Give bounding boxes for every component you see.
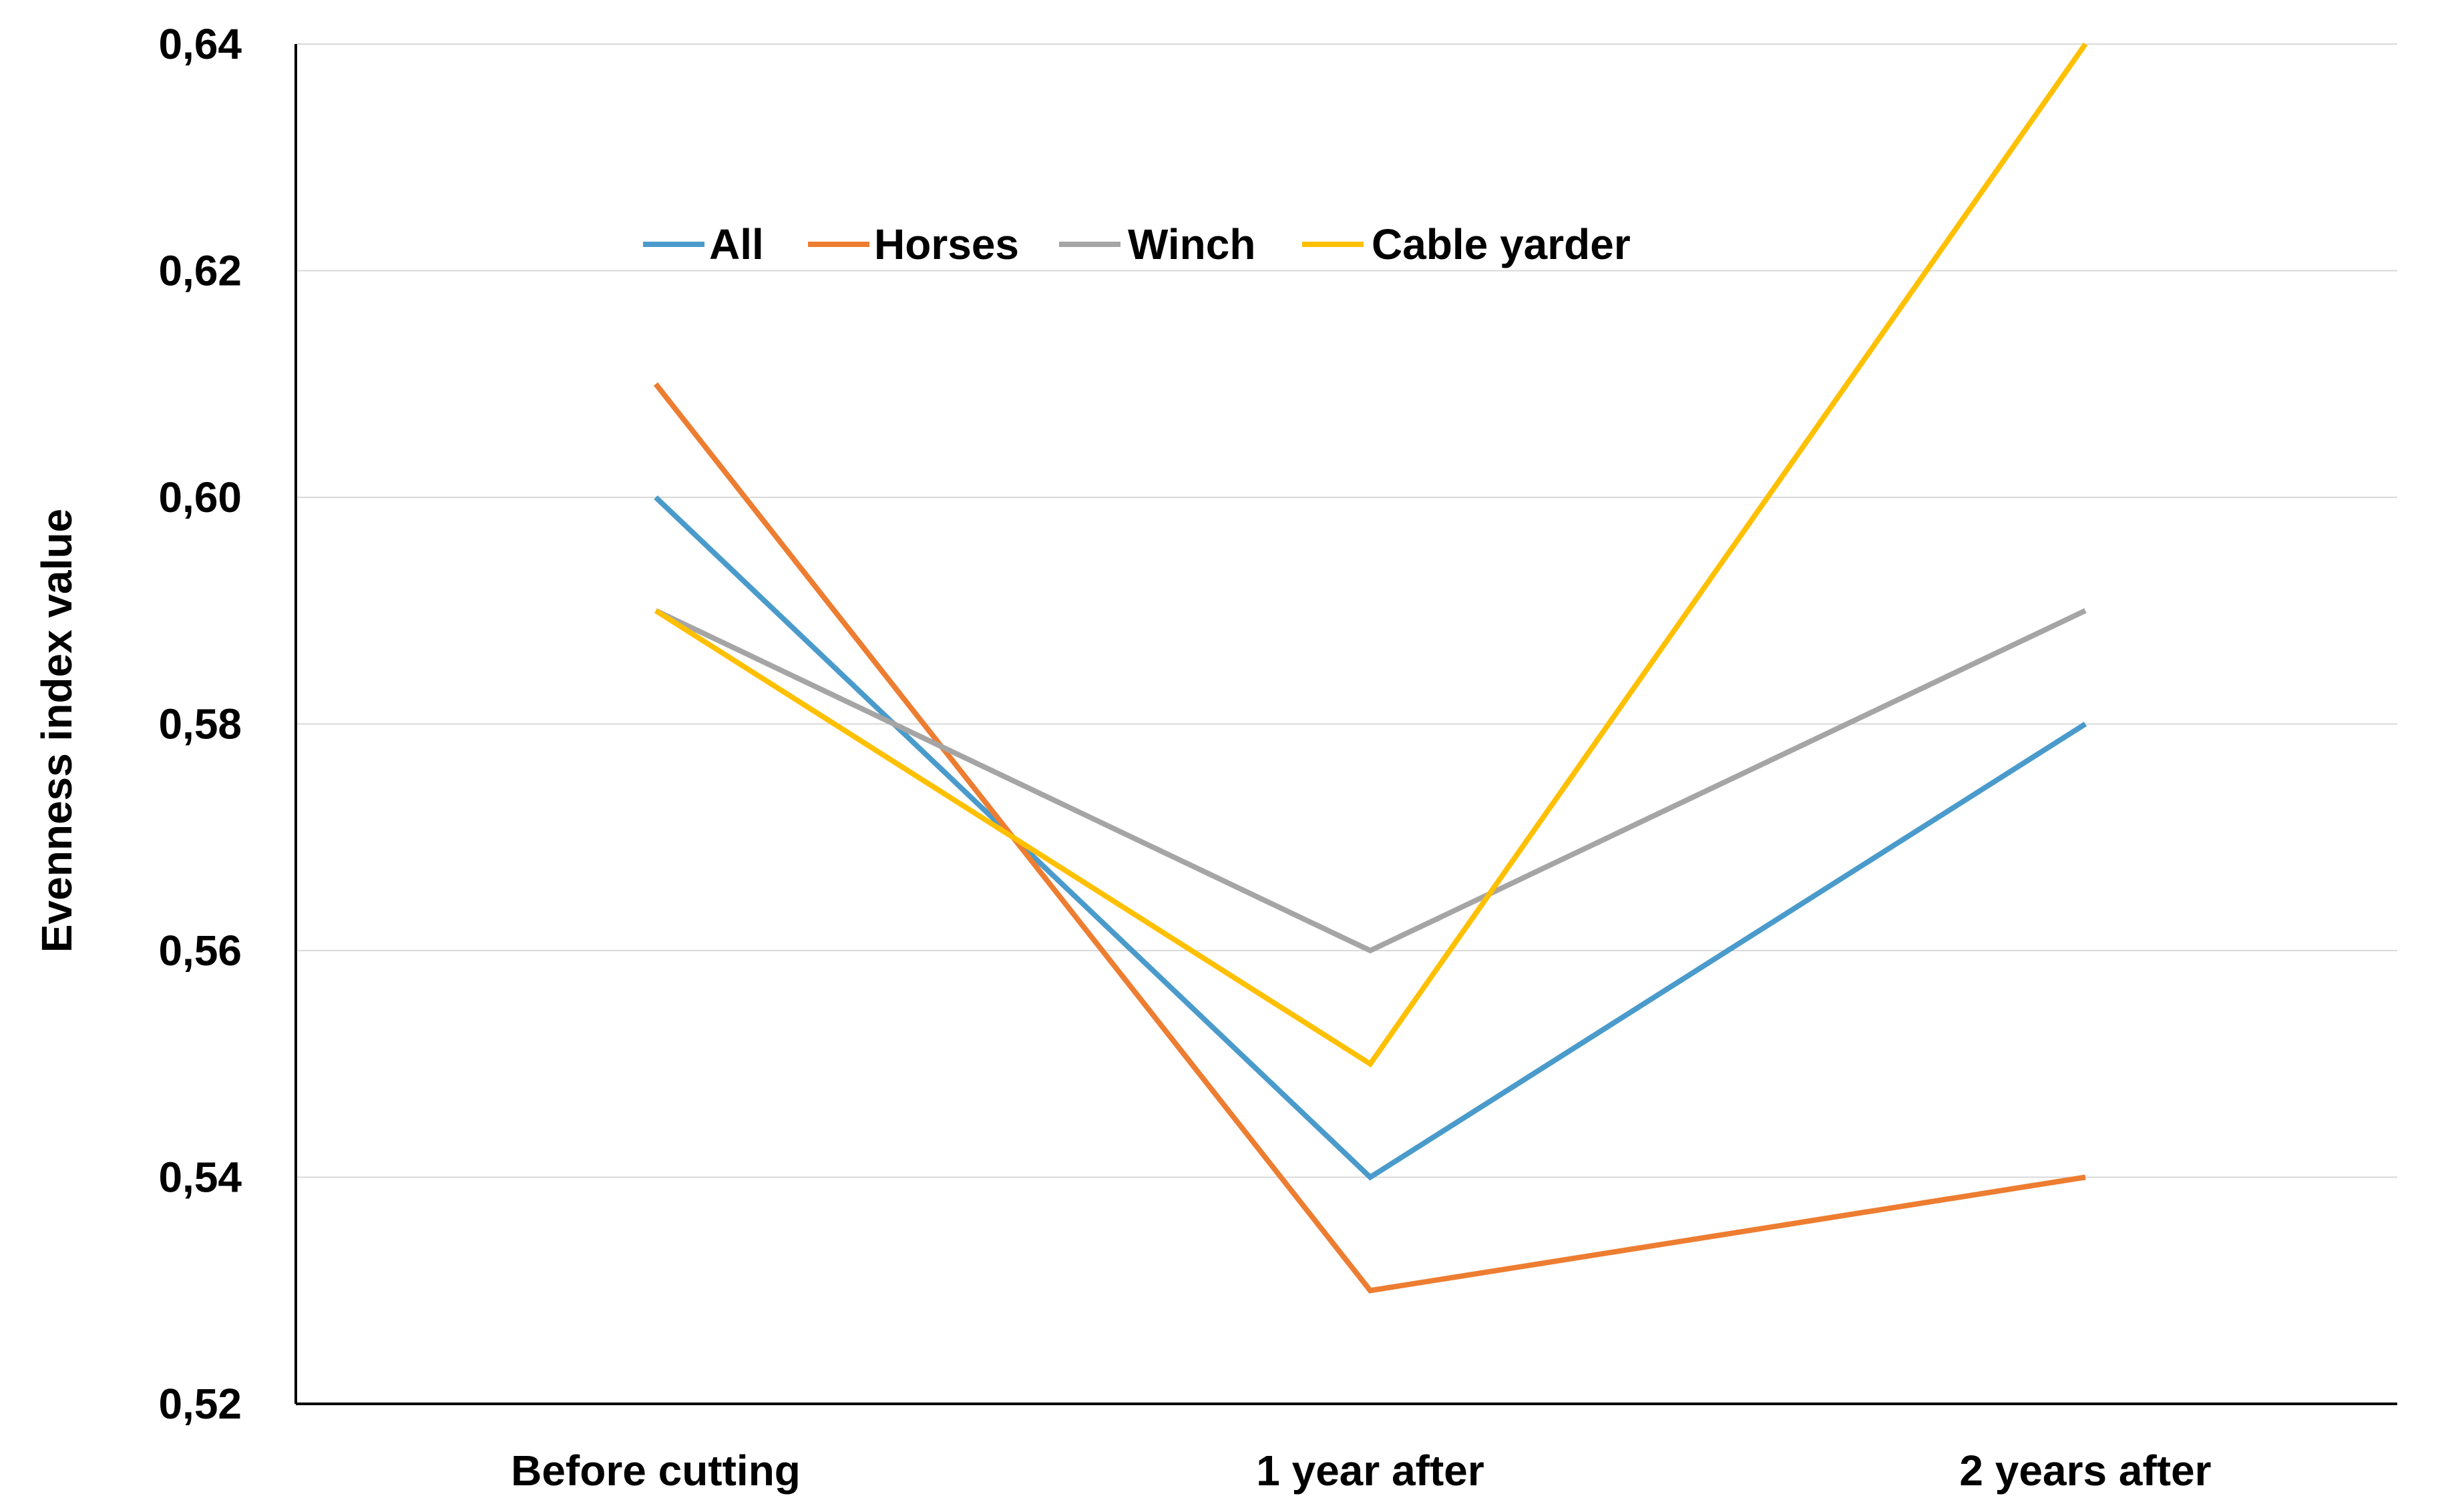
legend-label-horses: Horses xyxy=(874,220,1019,268)
y-tick-label: 0,58 xyxy=(158,700,242,748)
y-tick-labels: 0,52 0,54 0,56 0,58 0,60 0,62 0,64 xyxy=(158,20,242,1428)
y-tick-label: 0,62 xyxy=(158,247,242,295)
legend: All Horses Winch Cable yarder xyxy=(643,220,1631,268)
x-tick-labels: Before cutting 1 year after 2 years after xyxy=(511,1447,2211,1495)
series-line-cable-yarder xyxy=(654,42,2088,1068)
y-axis-title: Evenness index value xyxy=(33,509,81,953)
legend-label-cable-yarder: Cable yarder xyxy=(1372,220,1631,268)
x-tick-label: Before cutting xyxy=(511,1447,801,1495)
axes xyxy=(294,44,2397,1405)
series-lines xyxy=(653,42,2088,1294)
series-line-horses xyxy=(653,382,2086,1294)
legend-label-winch: Winch xyxy=(1128,220,1255,268)
y-tick-label: 0,60 xyxy=(158,473,242,521)
y-tick-label: 0,52 xyxy=(158,1380,242,1428)
y-tick-label: 0,54 xyxy=(158,1154,242,1202)
legend-label-all: All xyxy=(709,220,764,268)
gridlines xyxy=(296,43,2397,1178)
x-tick-label: 1 year after xyxy=(1256,1447,1484,1495)
y-tick-label: 0,56 xyxy=(158,927,242,975)
series-line-all xyxy=(654,495,2087,1181)
y-tick-label: 0,64 xyxy=(158,20,242,68)
x-tick-label: 2 years after xyxy=(1959,1447,2211,1495)
series-line-winch xyxy=(654,608,2087,954)
